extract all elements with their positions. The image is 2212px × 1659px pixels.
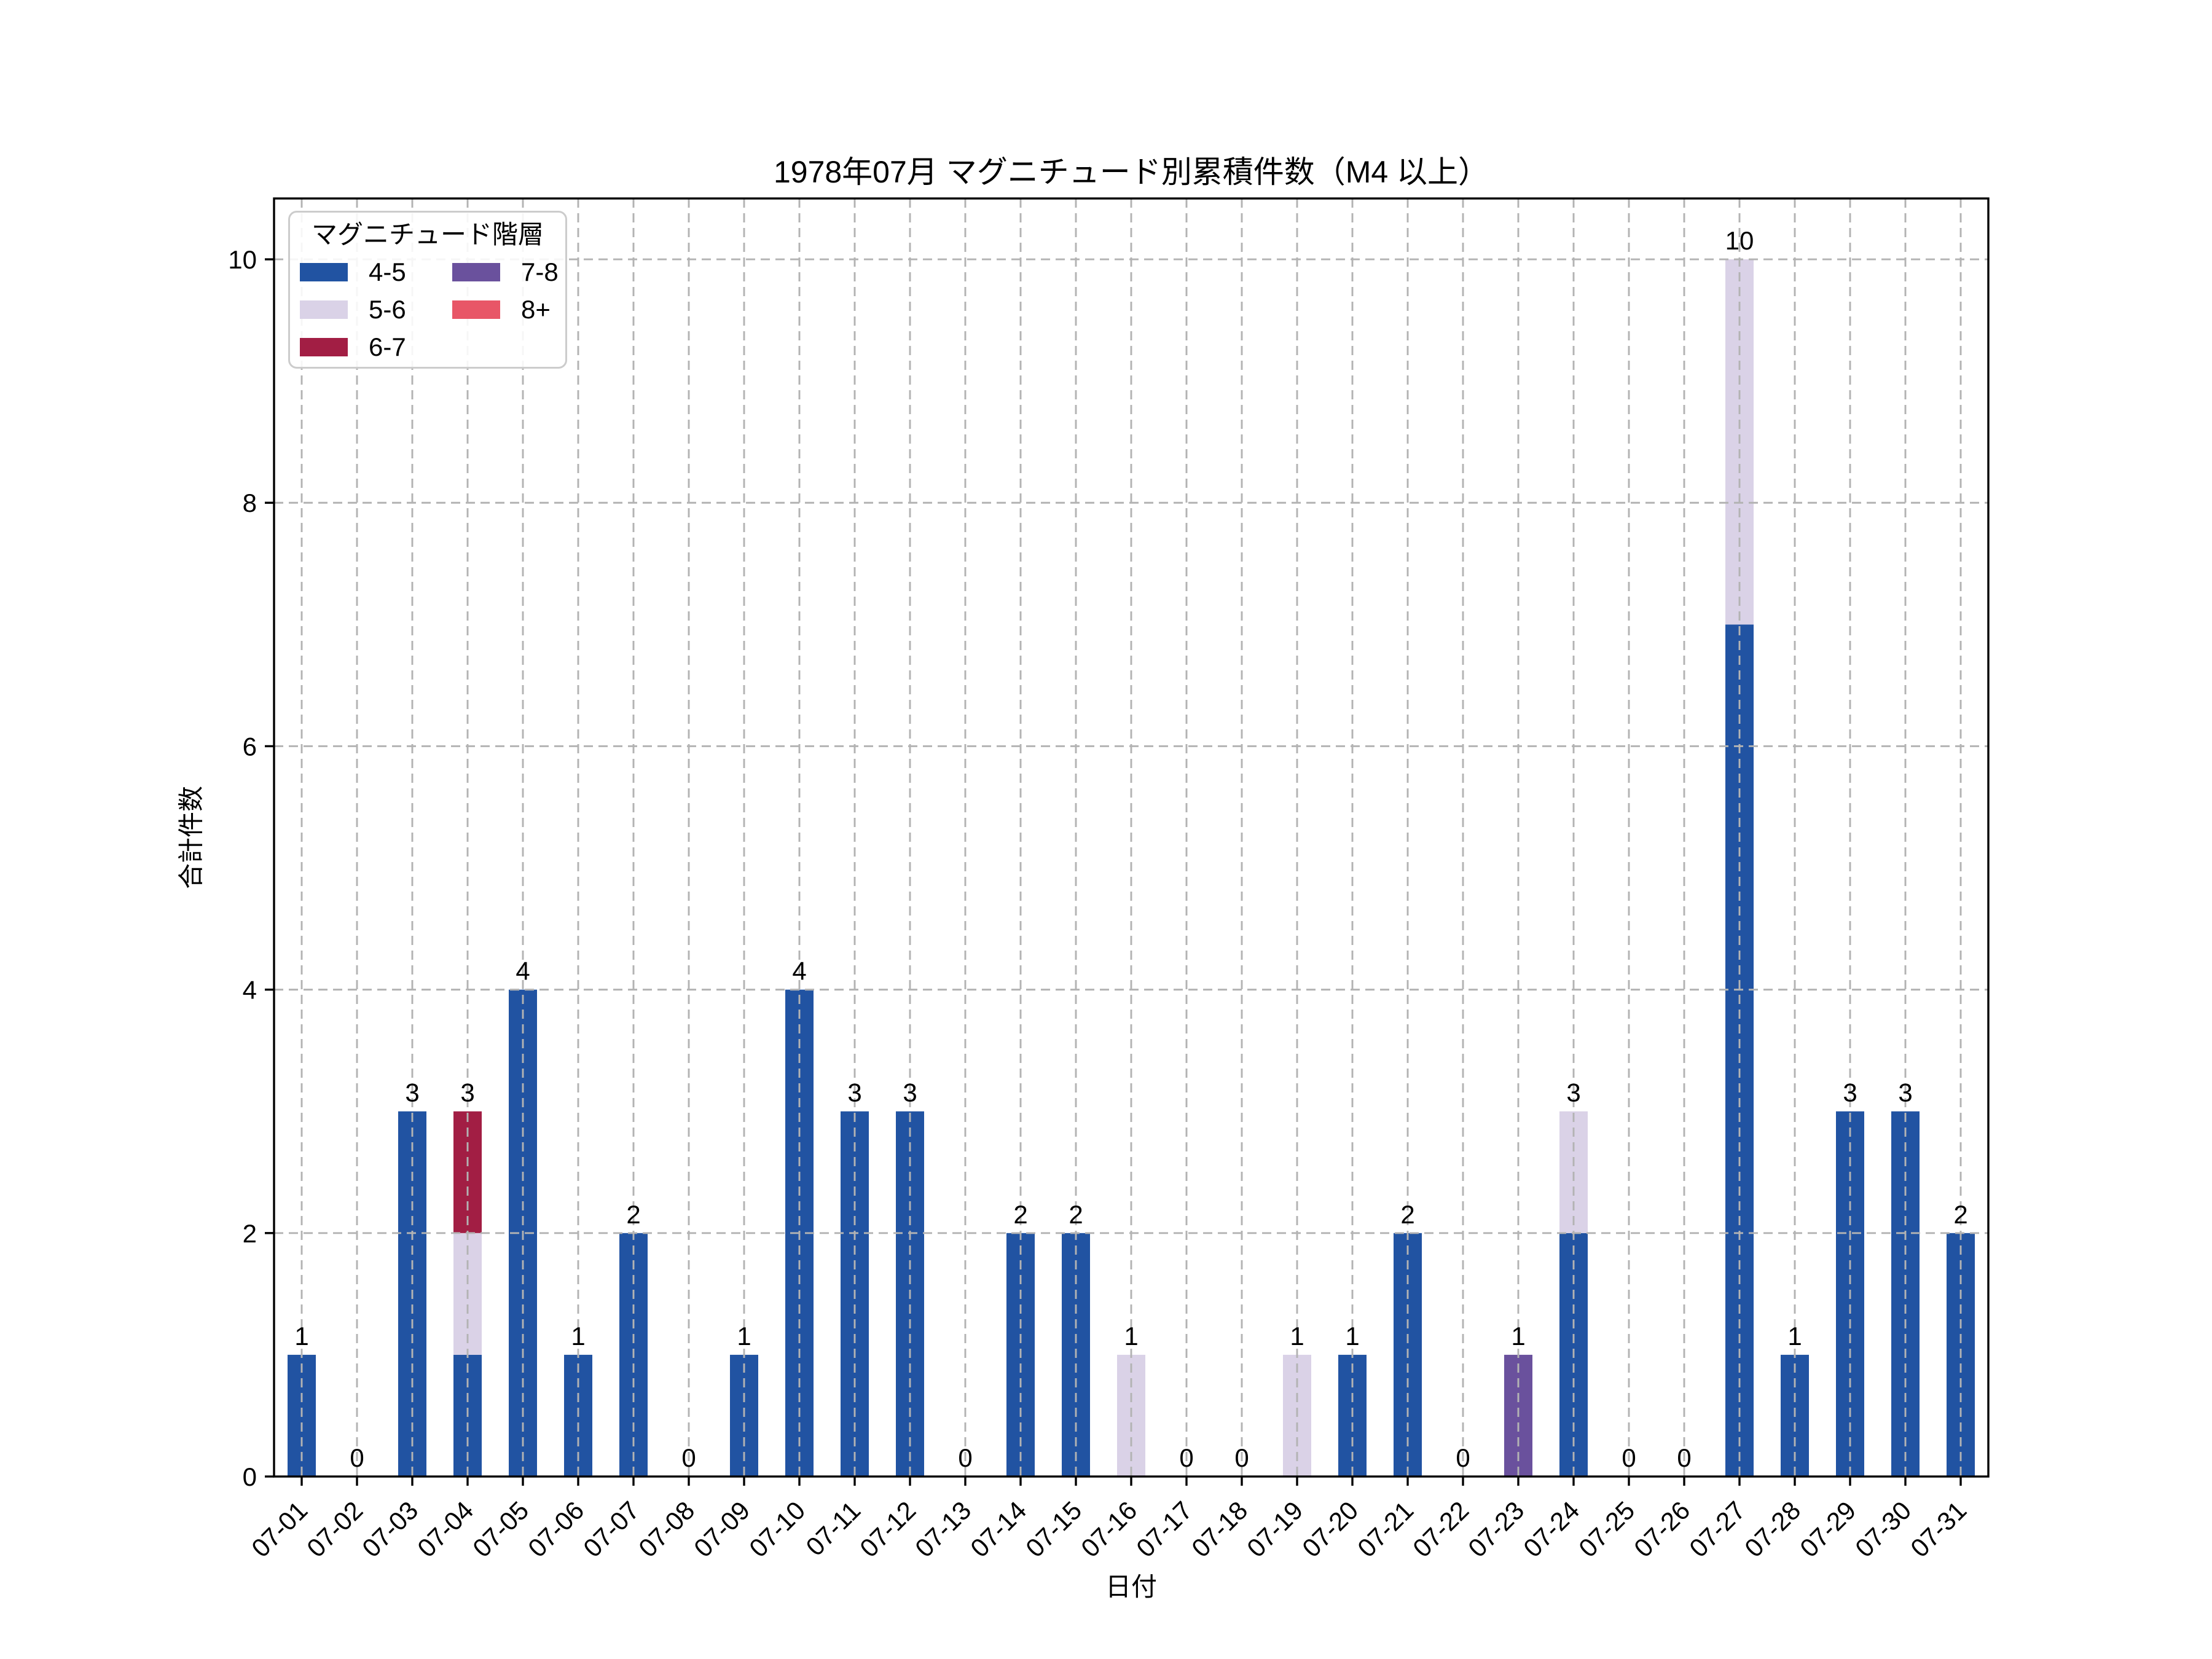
bar-value-label: 1	[1124, 1322, 1138, 1351]
x-tick-label: 07-11	[800, 1496, 866, 1561]
bar-value-label: 3	[1898, 1078, 1912, 1107]
x-tick-label: 07-06	[522, 1496, 589, 1563]
bar-value-label: 1	[571, 1322, 585, 1351]
x-tick-label: 07-15	[1020, 1496, 1087, 1563]
bar-value-label: 3	[1566, 1078, 1580, 1107]
x-tick-label: 07-29	[1794, 1496, 1861, 1563]
bar-value-label: 0	[1677, 1443, 1691, 1472]
bar-value-label: 2	[1069, 1200, 1083, 1229]
x-tick-label: 07-31	[1905, 1496, 1972, 1563]
x-tick-label: 07-09	[688, 1496, 755, 1563]
bar-value-label: 0	[350, 1443, 364, 1472]
legend-item-label-7-8: 7-8	[521, 257, 559, 286]
x-tick-label: 07-18	[1186, 1496, 1253, 1563]
bar-value-label: 3	[847, 1078, 861, 1107]
bar-value-label: 1	[1511, 1322, 1525, 1351]
x-tick-label: 07-07	[578, 1496, 645, 1563]
x-tick-label: 07-10	[743, 1496, 810, 1563]
x-tick-label: 07-01	[246, 1496, 313, 1563]
bar-value-label: 3	[405, 1078, 419, 1107]
x-tick-label: 07-21	[1352, 1496, 1419, 1563]
y-tick-label: 8	[243, 488, 257, 517]
bar-value-label: 0	[1456, 1443, 1470, 1472]
bar-value-label: 2	[1400, 1200, 1414, 1229]
x-tick-label: 07-05	[467, 1496, 534, 1563]
bar-value-label: 3	[1843, 1078, 1857, 1107]
bar-value-label: 1	[1290, 1322, 1304, 1351]
legend-item-label-4-5: 4-5	[369, 257, 406, 286]
bar-value-label: 0	[681, 1443, 696, 1472]
legend-swatch-7-8	[452, 263, 500, 281]
y-tick-label: 2	[243, 1219, 257, 1248]
legend-swatch-6-7	[300, 338, 348, 356]
y-tick-label: 10	[228, 245, 257, 274]
legend-item-label-5-6: 5-6	[369, 295, 406, 324]
x-tick-label: 07-23	[1462, 1496, 1529, 1563]
x-tick-label: 07-03	[356, 1496, 423, 1563]
x-axis-title: 日付	[1105, 1572, 1157, 1601]
bar-value-label: 4	[792, 957, 806, 986]
bar-value-label: 10	[1725, 226, 1754, 255]
x-tick-label: 07-02	[301, 1496, 368, 1563]
chart-title: 1978年07月 マグニチュード別累積件数（M4 以上）	[773, 155, 1489, 189]
bar-value-label: 0	[958, 1443, 972, 1472]
y-tick-label: 4	[243, 976, 257, 1005]
bar-value-label: 2	[1013, 1200, 1027, 1229]
legend-item-label-6-7: 6-7	[369, 332, 406, 361]
bar-value-label: 1	[737, 1322, 751, 1351]
x-tick-label: 07-26	[1628, 1496, 1695, 1563]
x-tick-label: 07-14	[965, 1496, 1032, 1563]
bar-value-label: 1	[1787, 1322, 1802, 1351]
bar-value-label: 2	[626, 1200, 640, 1229]
y-tick-label: 6	[243, 732, 257, 761]
legend-swatch-8+	[452, 300, 500, 319]
legend-swatch-4-5	[300, 263, 348, 281]
x-tick-label: 07-08	[633, 1496, 700, 1563]
x-tick-label: 07-28	[1739, 1496, 1806, 1563]
x-tick-label: 07-25	[1573, 1496, 1640, 1563]
bar-value-label: 1	[294, 1322, 308, 1351]
bar-value-label: 0	[1234, 1443, 1249, 1472]
bar-value-label: 0	[1622, 1443, 1636, 1472]
x-tick-label: 07-22	[1407, 1496, 1474, 1563]
x-tick-label: 07-17	[1131, 1496, 1198, 1563]
legend-title: マグニチュード階層	[311, 220, 544, 249]
x-tick-label: 07-20	[1296, 1496, 1363, 1563]
bar-value-label: 0	[1179, 1443, 1193, 1472]
x-tick-label: 07-04	[412, 1496, 479, 1563]
bar-value-label: 3	[903, 1078, 917, 1107]
bar-value-label: 4	[516, 957, 530, 986]
legend-item-label-8+: 8+	[521, 295, 551, 324]
bar-value-label: 1	[1345, 1322, 1359, 1351]
x-tick-label: 07-19	[1241, 1496, 1308, 1563]
legend: マグニチュード階層 4-5 5-6 6-7 7-8 8+	[288, 211, 567, 369]
x-tick-label: 07-12	[854, 1496, 921, 1563]
x-tick-label: 07-16	[1075, 1496, 1142, 1563]
legend-swatch-5-6	[300, 300, 348, 319]
x-tick-label: 07-30	[1849, 1496, 1916, 1563]
bar-value-label: 3	[460, 1078, 474, 1107]
x-tick-label: 07-13	[909, 1496, 976, 1563]
y-tick-label: 0	[243, 1462, 257, 1491]
bar-value-label: 2	[1953, 1200, 1967, 1229]
x-tick-label: 07-24	[1518, 1496, 1585, 1563]
x-tick-label: 07-27	[1684, 1496, 1751, 1563]
